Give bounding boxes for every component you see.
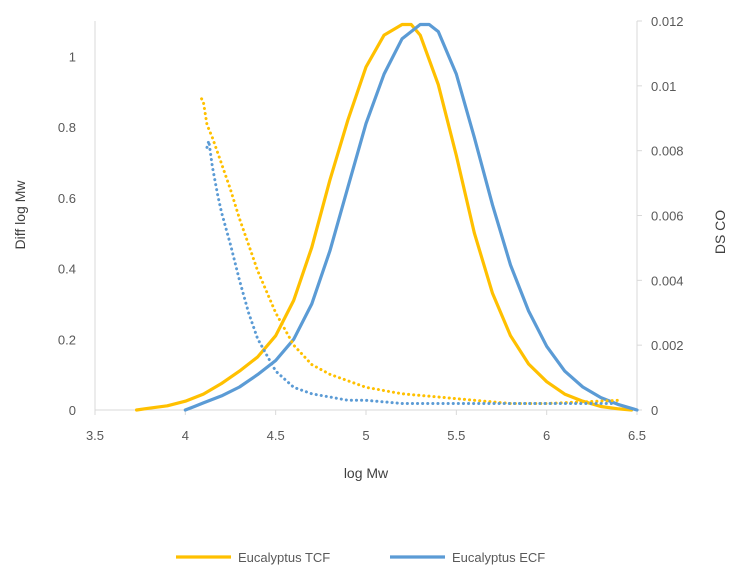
y-axis-title: Diff log Mw <box>12 180 28 250</box>
plot-area <box>135 22 639 412</box>
x-tick-label: 5.5 <box>447 428 465 443</box>
x-axis-title: log Mw <box>344 465 389 481</box>
x-tick-label: 6.5 <box>628 428 646 443</box>
axes: 3.5 4 4.5 5 5.5 6 6.5 0 0.2 0.4 0.6 0.8 1 0 0.002 0.004… <box>58 14 684 443</box>
y-tick-label: 0.6 <box>58 191 76 206</box>
y2-tick-label: 0.004 <box>651 273 684 288</box>
y2-tick-label: 0.006 <box>651 209 684 224</box>
y2-axis-title: DS CO <box>712 210 728 254</box>
x-tick-label: 6 <box>543 428 550 443</box>
x-tick-label: 5 <box>362 428 369 443</box>
x-tick-label: 4.5 <box>267 428 285 443</box>
legend-label: Eucalyptus ECF <box>452 550 545 565</box>
x-tick-label: 3.5 <box>86 428 104 443</box>
series-line-1 <box>135 22 634 412</box>
y2-tick-label: 0.008 <box>651 144 684 159</box>
legend-label: Eucalyptus TCF <box>238 550 330 565</box>
series-line-2 <box>183 22 639 412</box>
series-line-4-dotted <box>205 139 621 405</box>
y2-tick-label: 0.012 <box>651 14 684 29</box>
y-tick-label: 0.4 <box>58 262 76 277</box>
legend: Eucalyptus TCF Eucalyptus ECF <box>176 550 545 565</box>
y2-tick-label: 0.01 <box>651 79 676 94</box>
y-tick-label: 0.8 <box>58 120 76 135</box>
y-tick-label: 0.2 <box>58 332 76 347</box>
y-tick-label: 1 <box>69 49 76 64</box>
x-tick-label: 4 <box>182 428 189 443</box>
y2-tick-label: 0 <box>651 403 658 418</box>
y2-tick-label: 0.002 <box>651 338 684 353</box>
y-tick-label: 0 <box>69 403 76 418</box>
